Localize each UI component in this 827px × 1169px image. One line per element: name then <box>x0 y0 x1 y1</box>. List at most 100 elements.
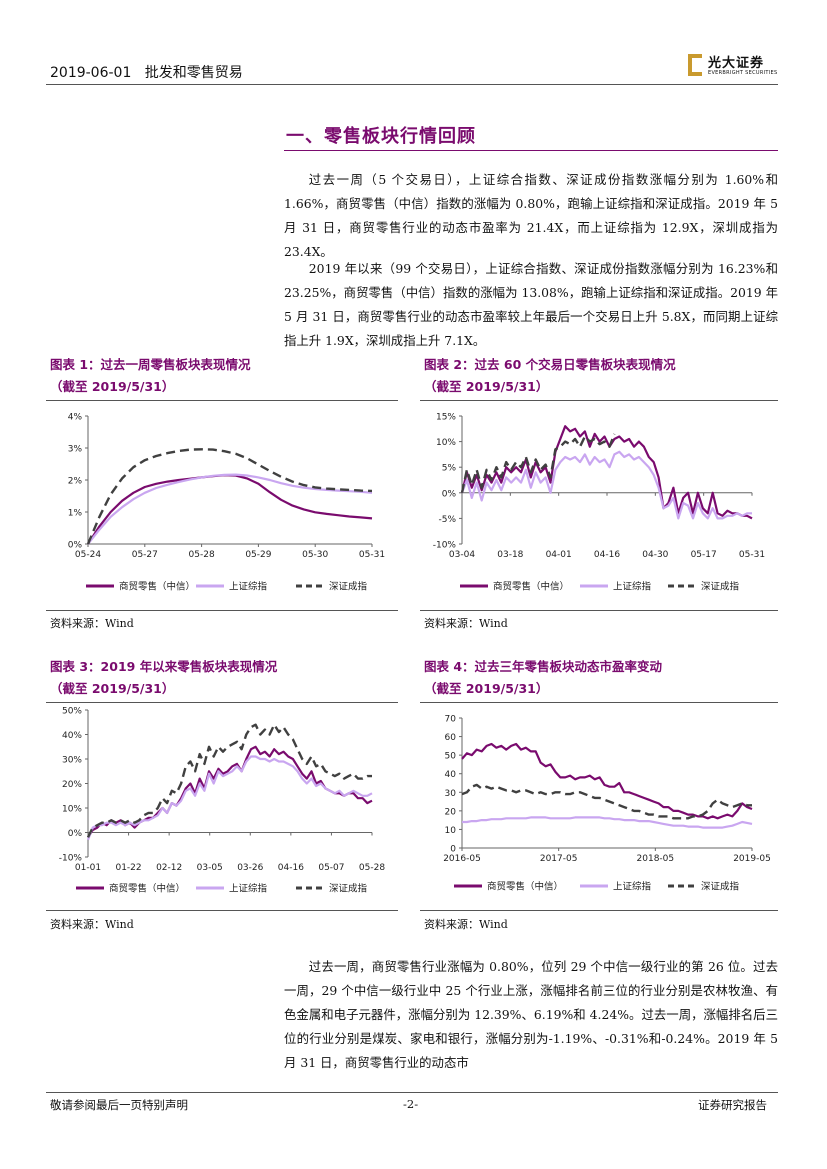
figure-2-top-rule <box>420 400 778 401</box>
figure-4-source: 资料来源：Wind <box>424 918 508 931</box>
legend-label-1: 商贸零售（中信） <box>487 881 563 893</box>
legend-label-2: 上证综指 <box>613 881 652 893</box>
footer-disclaimer: 敬请参阅最后一页特别声明 <box>50 1098 188 1112</box>
figure-3-top-rule <box>46 702 398 703</box>
page-number: -2- <box>403 1097 419 1111</box>
x-tick-label: 2018-05 <box>637 854 675 864</box>
figure-2-subtitle: （截至 2019/5/31） <box>424 379 549 394</box>
legend-label-2: 上证综指 <box>229 581 268 593</box>
x-tick-label: 02-12 <box>156 863 182 873</box>
series-line-1 <box>460 425 753 520</box>
legend-label-3: 深证成指 <box>329 883 368 895</box>
x-tick-label: 04-16 <box>594 550 620 560</box>
series-line-1 <box>87 474 373 545</box>
y-tick-label: 20% <box>62 780 82 790</box>
figure-1-source: 资料来源：Wind <box>50 617 134 630</box>
x-tick-label: 04-16 <box>278 863 304 873</box>
figure-4-chart: 0 10 20 30 40 50 60 70 2016-05 2017-05 2018-05 2019… <box>443 715 771 893</box>
y-tick-label: 50 <box>445 752 457 762</box>
series-line-2 <box>87 473 373 545</box>
figure-3-bottom-rule <box>46 910 398 911</box>
paragraph-industry-ranking: 过去一周，商贸零售行业涨幅为 0.80%，位列 29 个中信一级行业的第 26 … <box>284 959 778 1070</box>
figure-1-bottom-rule <box>46 610 398 611</box>
y-tick-label: 15% <box>436 413 456 423</box>
logo-mark-icon <box>688 54 702 76</box>
x-tick-label: 05-17 <box>691 550 717 560</box>
logo-subtext: EVERBRIGHT SECURITIES <box>708 70 778 76</box>
figure-4-bottom-rule <box>420 910 778 911</box>
paragraph-ytd: 2019 年以来（99 个交易日），上证综合指数、深证成份指数涨幅分别为 16.… <box>284 261 778 348</box>
x-tick-label: 03-05 <box>197 863 223 873</box>
figure-4-caption: 图表 4：过去三年零售板块动态市盈率变动 <box>424 659 663 674</box>
x-tick-label: 03-18 <box>497 550 523 560</box>
legend-label-1: 商贸零售（中信） <box>119 581 195 593</box>
section-title: 一、零售板块行情回顾 <box>286 126 476 147</box>
y-tick-label: 4% <box>68 413 83 423</box>
y-tick-label: 0% <box>68 541 83 551</box>
x-tick-label: 05-28 <box>359 863 385 873</box>
figure-3-caption: 图表 3：2019 年以来零售板块表现情况 <box>50 659 278 674</box>
x-tick-label: 2017-05 <box>540 854 578 864</box>
legend-label-3: 深证成指 <box>701 581 740 593</box>
x-tick-label: 2019-05 <box>733 854 771 864</box>
x-tick-label: 01-01 <box>75 863 101 873</box>
report-category: 批发和零售贸易 <box>144 65 243 81</box>
y-tick-label: 0% <box>68 829 83 839</box>
header-rule <box>46 84 778 85</box>
header-info: 2019-06-01 批发和零售贸易 <box>50 62 243 82</box>
x-tick-label: 01-22 <box>115 863 141 873</box>
section-rule <box>284 150 778 151</box>
series-line-2 <box>460 450 752 520</box>
series-line-1 <box>461 742 753 820</box>
y-tick-label: -10% <box>59 854 83 864</box>
x-tick-label: 05-27 <box>132 550 158 560</box>
y-tick-label: 10% <box>436 438 456 448</box>
x-tick-label: 05-30 <box>302 550 328 560</box>
legend-label-3: 深证成指 <box>329 581 368 593</box>
y-tick-label: 0% <box>442 489 457 499</box>
footer-rule <box>46 1092 778 1093</box>
figure-2-source: 资料来源：Wind <box>424 617 508 630</box>
y-tick-label: -5% <box>438 515 456 525</box>
x-tick-label: 03-04 <box>449 550 475 560</box>
figure-2-title: 图表 2：过去 60 个交易日零售板块表现情况 （截至 2019/5/31） <box>424 354 784 398</box>
series-line-2 <box>86 755 373 841</box>
x-tick-label: 04-01 <box>546 550 572 560</box>
logo-text: 光大证券 <box>708 56 765 71</box>
figure-3-source: 资料来源：Wind <box>50 918 134 931</box>
figure-2-caption: 图表 2：过去 60 个交易日零售板块表现情况 <box>424 357 676 372</box>
x-tick-label: 05-28 <box>189 550 215 560</box>
footer-report-type: 证券研究报告 <box>698 1098 767 1112</box>
x-tick-label: 05-31 <box>739 550 765 560</box>
legend-label-2: 上证综指 <box>613 581 652 593</box>
x-tick-label: 05-29 <box>245 550 271 560</box>
y-tick-label: 70 <box>445 715 457 725</box>
report-date: 2019-06-01 <box>50 65 132 81</box>
figure-3-title: 图表 3：2019 年以来零售板块表现情况 （截至 2019/5/31） <box>50 656 410 700</box>
y-tick-label: 1% <box>68 509 83 519</box>
y-tick-label: 2% <box>68 477 83 487</box>
y-tick-label: 30% <box>62 756 82 766</box>
figure-1-chart: 0% 1% 2% 3% 4% 05-24 05-27 05-28 05-29 05-30 05-31… <box>68 413 385 593</box>
y-tick-label: 10 <box>445 826 457 836</box>
figure-2-chart: -10% -5% 0% 5% 10% 15% 03-04 03-18 04-01 04-16 04-… <box>433 413 765 593</box>
figure-1-subtitle: （截至 2019/5/31） <box>50 379 175 394</box>
y-tick-label: 10% <box>62 805 82 815</box>
series-line-3 <box>461 783 752 820</box>
paragraph-weekly: 过去一周（5 个交易日），上证综合指数、深证成份指数涨幅分别为 1.60%和 1… <box>284 172 778 259</box>
series-line-3 <box>86 723 372 838</box>
figure-1-top-rule <box>46 400 398 401</box>
y-tick-label: 3% <box>68 445 83 455</box>
y-tick-label: 40% <box>62 731 82 741</box>
y-tick-label: 60 <box>445 733 457 743</box>
y-tick-label: 0 <box>450 845 456 855</box>
x-tick-label: 2016-05 <box>443 854 481 864</box>
x-tick-label: 04-30 <box>642 550 668 560</box>
x-tick-label: 05-07 <box>318 863 344 873</box>
legend-label-1: 商贸零售（中信） <box>109 883 185 895</box>
series-line-2 <box>462 816 753 829</box>
figure-1-title: 图表 1：过去一周零售板块表现情况 （截至 2019/5/31） <box>50 354 410 398</box>
figure-1-caption: 图表 1：过去一周零售板块表现情况 <box>50 357 251 372</box>
y-tick-label: 20 <box>445 807 457 817</box>
figure-4-subtitle: （截至 2019/5/31） <box>424 681 549 696</box>
